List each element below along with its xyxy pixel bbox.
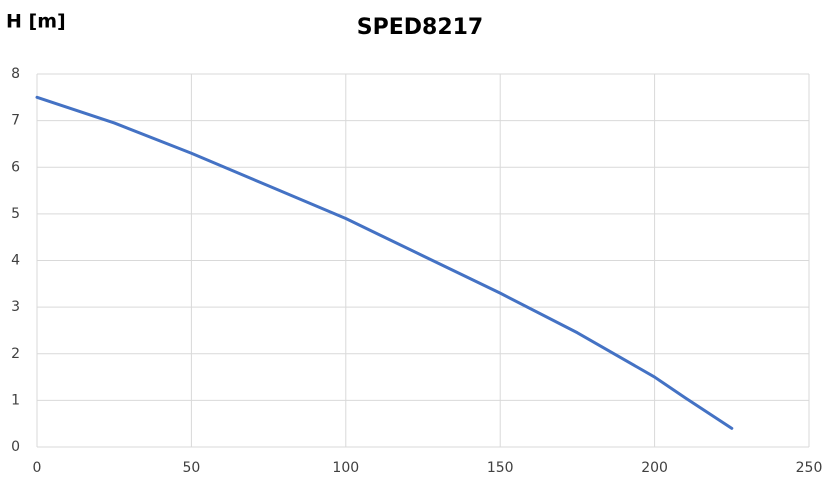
y-tick-label: 3 <box>11 299 20 315</box>
y-tick-label: 5 <box>11 206 20 222</box>
y-tick-label: 6 <box>11 159 20 175</box>
y-axis-label: H [m] <box>6 11 66 33</box>
x-tick-label: 100 <box>332 460 359 476</box>
x-tick-label: 0 <box>33 460 42 476</box>
x-tick-label: 150 <box>487 460 514 476</box>
x-tick-label: 50 <box>182 460 200 476</box>
y-tick-label: 2 <box>11 346 20 362</box>
line-series <box>35 95 734 430</box>
y-tick-label: 1 <box>11 392 20 408</box>
y-tick-label: 8 <box>11 66 20 82</box>
y-tick-label: 0 <box>11 439 20 455</box>
y-tick-label: 4 <box>11 253 20 269</box>
chart-title: SPED8217 <box>357 15 484 40</box>
x-tick-label: 200 <box>641 460 668 476</box>
y-tick-label: 7 <box>11 113 20 129</box>
x-tick-label: 250 <box>796 460 823 476</box>
